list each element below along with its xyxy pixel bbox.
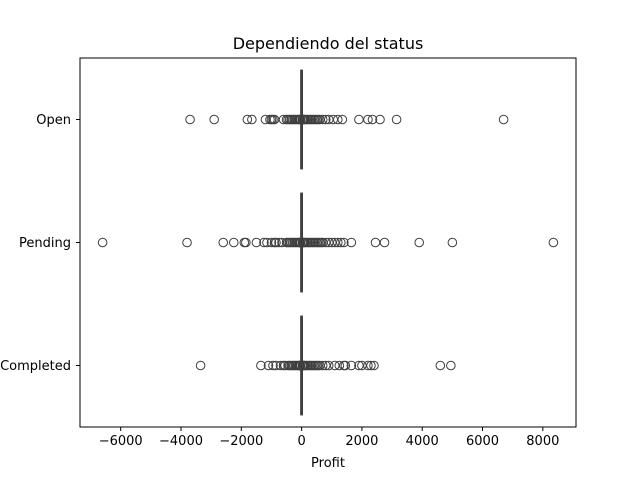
outlier-point [332, 237, 343, 248]
outlier-point [334, 360, 345, 371]
x-tick-label: −6000 [99, 434, 143, 449]
box-group-completed [195, 315, 456, 416]
x-tick-label: 8000 [526, 434, 559, 449]
outlier-point [268, 360, 278, 371]
outlier-point [241, 237, 251, 248]
outlier-point [195, 360, 206, 371]
outlier-point [336, 237, 346, 248]
outlier-point [242, 114, 253, 125]
x-tick-label: 4000 [406, 434, 439, 449]
outlier-point [332, 114, 343, 125]
x-axis-label: Profit [311, 456, 345, 471]
outlier-point [259, 237, 269, 248]
plot-frame [79, 57, 577, 428]
outlier-point [182, 237, 192, 248]
x-tick-label: 2000 [345, 434, 378, 449]
outlier-point [228, 237, 239, 248]
outlier-point [447, 237, 458, 248]
outlier-point [446, 360, 456, 371]
outlier-point [339, 237, 349, 248]
x-tick-label: 0 [297, 434, 305, 449]
y-tick-label: Completed [0, 359, 71, 374]
outlier-point [317, 114, 328, 125]
outlier-point [209, 114, 219, 125]
outlier-point [435, 360, 446, 371]
outlier-point [367, 114, 378, 125]
x-tick-label: 6000 [466, 434, 499, 449]
x-tick-label: −4000 [159, 434, 203, 449]
outlier-point [548, 237, 559, 248]
outlier-point [218, 237, 229, 248]
outlier-point [363, 360, 373, 371]
outlier-point [323, 360, 334, 371]
outlier-point [375, 114, 385, 125]
y-axis: Open Pending Completed [0, 113, 80, 374]
outlier-point [391, 114, 402, 125]
y-tick-label: Pending [19, 236, 71, 251]
outlier-point [251, 237, 262, 248]
outlier-point [263, 360, 274, 371]
outlier-point [271, 237, 281, 248]
outlier-point [340, 360, 351, 371]
outlier-point [366, 360, 376, 371]
box-group-pending [97, 192, 559, 293]
outlier-point [363, 114, 373, 125]
outlier-point [346, 360, 357, 371]
outlier-point [498, 114, 509, 125]
outlier-point [370, 237, 381, 248]
outlier-point [414, 237, 425, 248]
outlier-point [317, 360, 328, 371]
outlier-point [369, 360, 379, 371]
x-axis: −6000 −4000 −2000 0 2000 4000 6000 8000 [99, 427, 559, 449]
outlier-point [247, 114, 257, 125]
chart-title: Dependiendo del status [233, 34, 424, 53]
outlier-point [256, 360, 266, 371]
outlier-point [97, 237, 108, 248]
outlier-point [379, 237, 390, 248]
y-tick-label: Open [36, 113, 71, 128]
plot-area [97, 69, 559, 416]
box-group-open [185, 69, 509, 170]
outlier-point [337, 114, 348, 125]
outlier-point [266, 237, 277, 248]
x-tick-label: −2000 [219, 434, 263, 449]
outlier-point [320, 114, 331, 125]
outlier-point [354, 114, 364, 125]
outlier-point [346, 237, 357, 248]
outlier-point [185, 114, 195, 125]
